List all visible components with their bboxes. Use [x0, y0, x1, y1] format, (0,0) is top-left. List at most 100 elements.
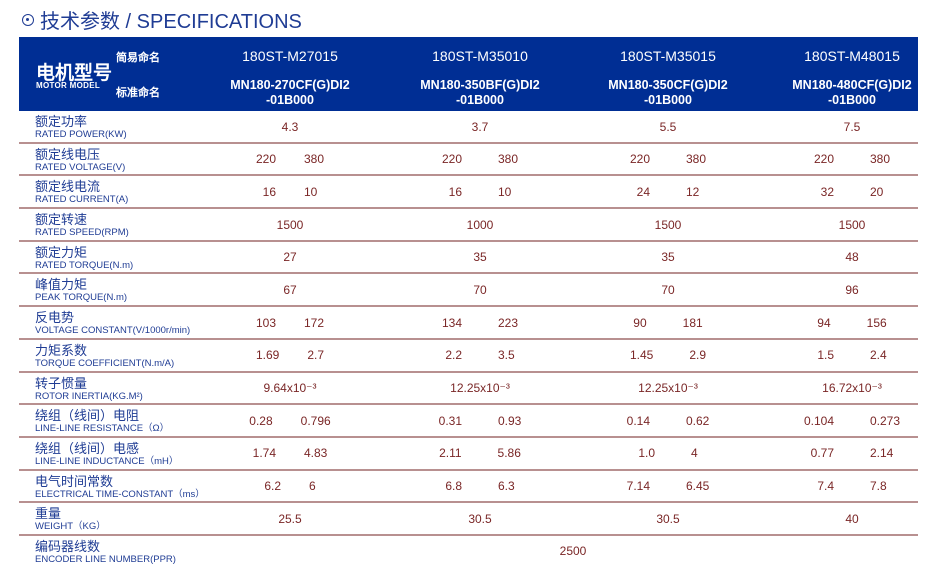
spec-cell: 16 10: [380, 176, 580, 207]
label-en: ELECTRICAL TIME-CONSTANT（ms）: [35, 488, 205, 500]
spec-cell: 48: [752, 242, 949, 273]
spec-value: 2500: [559, 544, 587, 559]
label-cn: 峰值力矩: [35, 277, 88, 293]
spec-cell: 220 380: [568, 144, 768, 175]
spec-value: 220: [441, 152, 462, 167]
spec-value: 223: [498, 315, 519, 330]
spec-cell: 30.5: [568, 503, 768, 534]
label-en: ROTOR INERTIA(KG.M²): [35, 390, 143, 402]
label-en: RATED CURRENT(A): [35, 194, 129, 206]
spec-value: 156: [866, 315, 887, 330]
spec-value: 3.5: [498, 348, 515, 363]
spec-value: 1.0: [638, 446, 655, 461]
spec-cell: 1000: [380, 209, 580, 240]
spec-value: 12.25x10⁻³: [450, 381, 510, 395]
spec-value: 6.45: [686, 479, 710, 494]
spec-cell: 67: [190, 274, 390, 305]
model-short-name: 180ST-M35015: [620, 48, 716, 64]
std-name-line1: MN180-270CF(G)DI2: [230, 78, 350, 92]
spec-value: 0.77: [810, 446, 834, 461]
spec-value: 220: [813, 152, 834, 167]
spec-cell: 4.3: [190, 111, 390, 142]
table-row: 力矩系数 TORQUE COEFFICIENT(N.m/A) 1.69 2.7 2.2 3…: [19, 340, 918, 373]
model-std-name: MN180-350CF(G)DI2 -01B000: [568, 78, 768, 108]
spec-value: 2.14: [870, 446, 894, 461]
label-cn: 编码器线数: [35, 538, 101, 554]
spec-value: 5.86: [497, 446, 521, 461]
spec-value: 30.5: [656, 511, 680, 526]
model-std-name: MN180-270CF(G)DI2 -01B000: [190, 78, 390, 108]
spec-cell: 0.14 0.62: [568, 405, 768, 436]
spec-cell: 25.5: [190, 503, 390, 534]
spec-value: 0.14: [626, 413, 650, 428]
spec-value: 40: [845, 511, 859, 526]
row-label: 绕组（线间）电阻 LINE-LINE RESISTANCE（Ω）: [35, 409, 169, 435]
spec-value: 5.5: [659, 119, 677, 134]
label-cn: 转子惯量: [35, 375, 88, 391]
spec-value: 380: [686, 152, 707, 167]
spec-value: 30.5: [468, 511, 492, 526]
spec-cell: 7.14 6.45: [568, 471, 768, 502]
table-header: 电机型号 MOTOR MODEL 简易命名 标准命名 180ST-M27015 …: [19, 37, 918, 111]
spec-value: 6.2: [264, 479, 281, 494]
spec-cell: 7.5: [752, 111, 949, 142]
spec-value: 67: [283, 282, 297, 297]
spec-value: 1000: [466, 217, 494, 232]
short-name-label: 简易命名: [116, 52, 160, 64]
spec-cell: 24 12: [568, 176, 768, 207]
model-std-name: MN180-480CF(G)DI2 -01B000: [752, 78, 949, 108]
spec-cell: 12.25x10⁻³: [380, 373, 580, 404]
spec-cell: 30.5: [380, 503, 580, 534]
spec-value: 25.5: [278, 511, 302, 526]
label-cn: 重量: [35, 506, 62, 522]
spec-value: 20: [870, 184, 884, 199]
spec-value: 1.45: [629, 348, 654, 363]
row-label: 额定转速 RATED SPEED(RPM): [35, 212, 129, 239]
row-label: 电气时间常数 ELECTRICAL TIME-CONSTANT（ms）: [35, 474, 205, 500]
table-row: 额定线电压 RATED VOLTAGE(V) 220 380 220 380 220 380 2…: [19, 144, 918, 177]
label-en: TORQUE COEFFICIENT(N.m/A): [35, 357, 175, 369]
spec-value: 220: [255, 152, 276, 167]
spec-value: 2.11: [439, 446, 462, 461]
row-label: 额定线电压 RATED VOLTAGE(V): [35, 146, 125, 173]
table-row: 编码器线数 ENCODER LINE NUMBER(PPR) 2500: [19, 536, 918, 569]
spec-cell: 103 172: [190, 307, 390, 338]
table-row: 转子惯量 ROTOR INERTIA(KG.M²) 9.64x10⁻³ 12.25x1…: [19, 373, 918, 406]
spec-value: 4: [691, 446, 698, 461]
spec-value: 16: [262, 184, 276, 199]
label-cn: 额定转速: [35, 212, 88, 228]
table-row: 额定线电流 RATED CURRENT(A) 16 10 16 10 24 12 32 20: [19, 176, 918, 210]
row-label: 峰值力矩 PEAK TORQUE(N.m): [35, 277, 127, 304]
std-name-line2: -01B000: [456, 93, 504, 107]
std-name-line2: -01B000: [644, 93, 692, 107]
spec-value: 2.4: [870, 348, 887, 363]
spec-cell: 0.31 0.93: [380, 405, 580, 436]
label-cn: 额定线电压: [35, 146, 101, 162]
spec-cell: 70: [380, 274, 580, 305]
table-row: 绕组（线间）电阻 LINE-LINE RESISTANCE（Ω） 0.28 0.796…: [19, 405, 918, 438]
spec-value: 0.104: [803, 413, 834, 428]
spec-value: 6.3: [498, 479, 515, 494]
spec-value: 9.64x10⁻³: [263, 381, 317, 395]
std-name-line1: MN180-350BF(G)DI2: [420, 78, 540, 92]
spec-value: 0.93: [498, 413, 522, 428]
spec-value: 32: [820, 184, 834, 199]
spec-cell: 0.28 0.796: [190, 405, 390, 436]
target-circle-icon: [22, 13, 34, 26]
title-text: 技术参数 / SPECIFICATIONS: [40, 11, 302, 33]
label-en: RATED TORQUE(N.m): [35, 259, 134, 271]
spec-cell: 7.4 7.8: [752, 471, 949, 502]
row-label: 重量 WEIGHT（KG）: [35, 506, 106, 533]
spec-value: 103: [255, 315, 276, 330]
spec-value: 2.7: [307, 348, 325, 363]
label-en: LINE-LINE INDUCTANCE（mH）: [35, 455, 179, 467]
spec-cell: 1500: [752, 209, 949, 240]
std-name-label: 标准命名: [116, 87, 160, 99]
model-short-name: 180ST-M48015: [804, 48, 900, 64]
spec-value: 16: [448, 184, 462, 199]
label-cn: 反电势: [35, 310, 75, 326]
spec-value: 96: [845, 282, 859, 297]
row-label: 绕组（线间）电感 LINE-LINE INDUCTANCE（mH）: [35, 441, 179, 467]
label-cn: 额定功率: [35, 114, 88, 129]
spec-value: 12: [686, 184, 700, 199]
